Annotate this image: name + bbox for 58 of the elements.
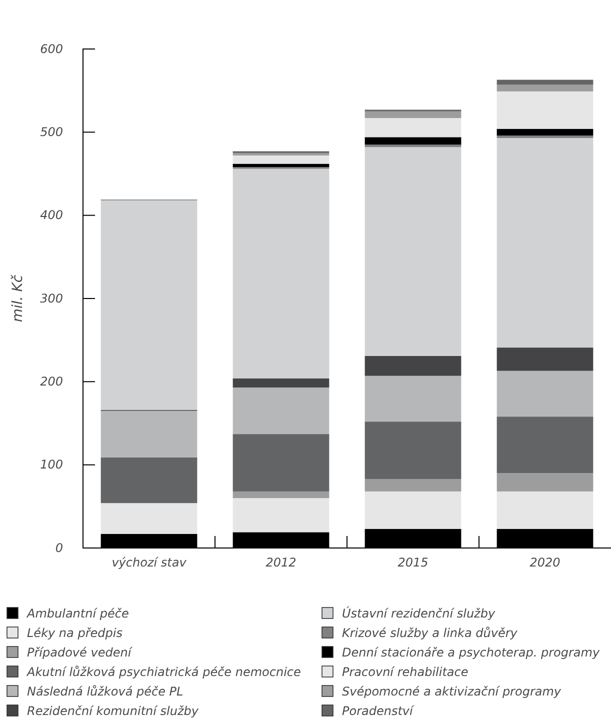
legend-label: Následná lůžková péče PL bbox=[27, 684, 184, 698]
bar bbox=[232, 164, 330, 168]
bar bbox=[232, 498, 330, 532]
legend-label: Rezidenční komunitní služby bbox=[27, 704, 200, 718]
y-tick-label: 0 bbox=[55, 540, 64, 555]
legend-label: Léky na předpis bbox=[27, 626, 122, 640]
bar bbox=[232, 155, 330, 164]
bar bbox=[364, 147, 462, 356]
bar bbox=[100, 410, 198, 458]
y-tick-label: 100 bbox=[40, 458, 64, 472]
legend-label: Pracovní rehabilitace bbox=[342, 665, 468, 679]
legend-label: Poradenství bbox=[342, 704, 415, 718]
y-axis-title: mil. Kč bbox=[10, 274, 26, 322]
bar bbox=[496, 491, 594, 529]
bar bbox=[496, 84, 594, 92]
bar bbox=[232, 152, 330, 156]
y-tick-label: 400 bbox=[40, 208, 64, 222]
bar bbox=[496, 416, 594, 474]
bar bbox=[100, 457, 198, 504]
bar bbox=[496, 135, 594, 138]
bar bbox=[364, 356, 462, 376]
legend-label: Krizové služby a linka důvěry bbox=[342, 626, 518, 640]
bar bbox=[364, 118, 462, 138]
legend-label: Akutní lůžková psychiatrická péče nemocnice bbox=[26, 665, 301, 679]
legend-label: Případové vedení bbox=[27, 646, 133, 660]
bar bbox=[364, 144, 462, 148]
bar bbox=[364, 422, 462, 479]
bar bbox=[100, 200, 198, 410]
bar bbox=[364, 478, 462, 492]
bar bbox=[232, 491, 330, 498]
legend-label: Svépomocné a aktivizační programy bbox=[342, 684, 562, 698]
bar bbox=[496, 80, 594, 85]
bar bbox=[364, 491, 462, 529]
legend-label: Ambulantní péče bbox=[26, 606, 129, 620]
bar bbox=[232, 387, 330, 434]
legend-label: Denní stacionáře a psychoterap. programy bbox=[342, 646, 600, 660]
bar bbox=[496, 128, 594, 136]
bar bbox=[496, 370, 594, 417]
x-tick-label: výchozí stav bbox=[112, 556, 188, 570]
y-tick-label: 200 bbox=[40, 374, 64, 389]
bar bbox=[364, 111, 462, 118]
bar bbox=[496, 138, 594, 348]
x-tick-label: 2012 bbox=[266, 556, 296, 570]
bar bbox=[364, 376, 462, 422]
x-tick-label: 2020 bbox=[530, 556, 561, 570]
y-tick-label: 300 bbox=[40, 291, 64, 306]
bar bbox=[232, 434, 330, 492]
x-tick-label: 2015 bbox=[398, 556, 428, 570]
bar bbox=[496, 91, 594, 129]
y-tick-label: 600 bbox=[40, 42, 64, 56]
bar bbox=[496, 473, 594, 492]
bar bbox=[232, 378, 330, 388]
legend-label: Ústavní rezidenční služby bbox=[342, 606, 496, 620]
bar bbox=[100, 503, 198, 534]
bar bbox=[496, 348, 594, 371]
y-tick-label: 500 bbox=[40, 125, 64, 140]
bar bbox=[232, 168, 330, 378]
bar bbox=[364, 137, 462, 145]
